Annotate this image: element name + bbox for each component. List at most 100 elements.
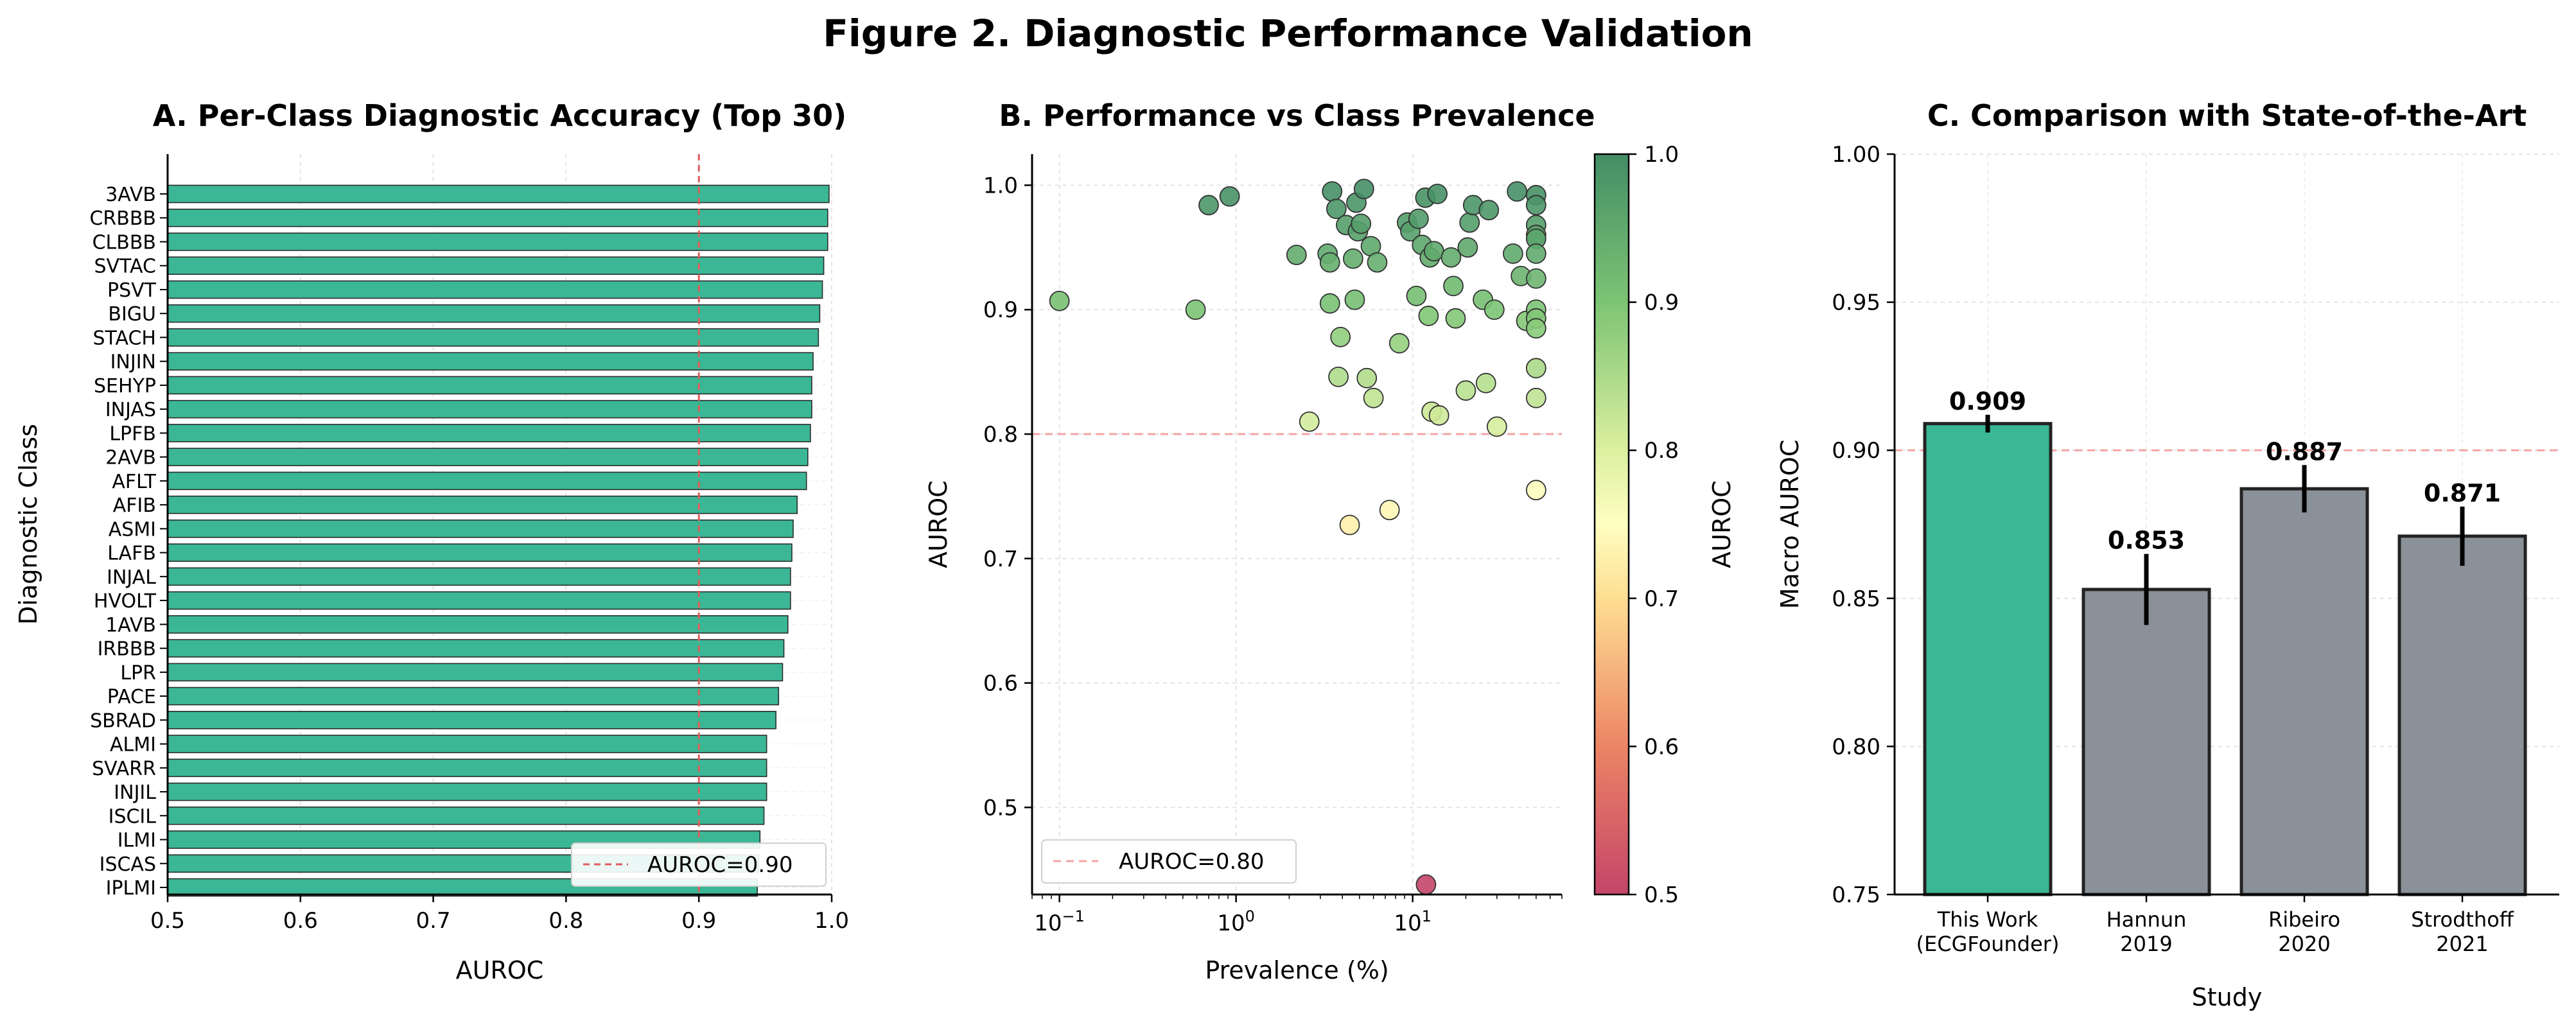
figure-title: Figure 2. Diagnostic Performance Validat… bbox=[823, 12, 1753, 55]
panel-b-point bbox=[1525, 243, 1546, 264]
panel-b-xtick-label: 101 bbox=[1394, 907, 1432, 936]
panel-a-category-label: BIGU bbox=[108, 303, 156, 326]
panel-a-category-label: SBRAD bbox=[90, 710, 156, 732]
panel-b-point bbox=[1319, 293, 1340, 314]
panel-b-legend-label: AUROC=0.80 bbox=[1119, 849, 1264, 875]
panel-b-ytick-label: 0.8 bbox=[983, 422, 1018, 448]
panel-b-point bbox=[1356, 367, 1378, 388]
panel-b-point bbox=[1299, 411, 1320, 432]
panel-b-point bbox=[1198, 195, 1219, 216]
panel-b-ytick-label: 0.5 bbox=[983, 795, 1018, 821]
panel-a-category-label: LAFB bbox=[107, 543, 156, 565]
panel-a-category-label: IPLMI bbox=[106, 877, 156, 900]
panel-a-bar bbox=[167, 663, 784, 682]
panel-a-category-label: IRBBB bbox=[98, 638, 156, 661]
panel-b-point bbox=[1389, 333, 1410, 354]
panel-b-ytick-label: 0.7 bbox=[983, 546, 1018, 572]
panel-c-category-label: (ECGFounder) bbox=[1916, 932, 2060, 956]
panel-c-value-label: 0.909 bbox=[1949, 387, 2026, 415]
panel-c-ytick-label: 0.80 bbox=[1832, 734, 1880, 760]
panel-a-xtick-label: 0.7 bbox=[416, 908, 451, 934]
panel-b-point bbox=[1185, 299, 1206, 320]
panel-b-point bbox=[1353, 179, 1374, 200]
panel-a-category-label: SVTAC bbox=[94, 256, 156, 278]
panel-c-bar bbox=[2081, 588, 2211, 896]
panel-c-bar bbox=[2397, 534, 2527, 896]
panel-b-point bbox=[1330, 326, 1351, 347]
panel-b-point bbox=[1484, 299, 1505, 320]
panel-b-point bbox=[1219, 186, 1240, 207]
panel-a-bar bbox=[167, 471, 807, 491]
panel-b-point bbox=[1326, 198, 1347, 220]
panel-a-category-label: ILMI bbox=[118, 830, 156, 852]
panel-b-title: B. Performance vs Class Prevalence bbox=[999, 98, 1595, 133]
panel-b-point bbox=[1319, 252, 1340, 273]
panel-a-ylabel: Diagnostic Class bbox=[14, 424, 42, 625]
panel-b-colorbar-tick-label: 0.5 bbox=[1644, 882, 1679, 908]
panel-a-bar bbox=[167, 424, 811, 442]
panel-b-colorbar-tick-label: 0.6 bbox=[1644, 734, 1679, 760]
panel-b-ytick-label: 0.9 bbox=[983, 297, 1018, 323]
panel-a-category-label: 1AVB bbox=[105, 614, 156, 636]
panel-b-point bbox=[1286, 245, 1307, 265]
panel-b-legend: AUROC=0.80 bbox=[1041, 839, 1297, 884]
panel-c-ytick-label: 1.00 bbox=[1832, 142, 1880, 168]
panel-b-colorbar-label: AUROC bbox=[1708, 480, 1736, 568]
panel-a-bar bbox=[167, 448, 809, 466]
panel-b-point bbox=[1525, 318, 1546, 339]
panel-b-point bbox=[1049, 290, 1070, 311]
panel-a-bar bbox=[167, 399, 812, 419]
panel-b-point bbox=[1459, 212, 1480, 233]
panel-b-ytick-label: 1.0 bbox=[983, 173, 1018, 198]
panel-a-bar bbox=[167, 328, 819, 347]
panel-b-point bbox=[1428, 405, 1450, 426]
panel-b-point bbox=[1367, 252, 1388, 273]
panel-a-category-label: CRBBB bbox=[89, 207, 156, 230]
panel-c-value-label: 0.871 bbox=[2424, 479, 2501, 507]
panel-b-point bbox=[1441, 247, 1462, 268]
panel-a-category-label: INJAL bbox=[107, 566, 156, 589]
panel-b-point bbox=[1525, 387, 1546, 408]
panel-c-category-label: 2020 bbox=[2278, 932, 2330, 956]
panel-a-category-label: SEHYP bbox=[94, 375, 156, 397]
panel-a-xtick-label: 0.6 bbox=[283, 908, 318, 934]
panel-c-value-label: 0.853 bbox=[2108, 527, 2185, 555]
panel-c-category-label: Ribeiro bbox=[2268, 907, 2340, 932]
panel-c-category-label: Hannun bbox=[2107, 907, 2187, 932]
panel-a-legend-box bbox=[571, 842, 827, 887]
panel-a-category-label: 2AVB bbox=[105, 447, 156, 469]
panel-a-category-label: PACE bbox=[107, 686, 156, 708]
panel-b-point bbox=[1445, 308, 1466, 329]
panel-b-point bbox=[1408, 208, 1429, 229]
panel-a-category-label: AFLT bbox=[112, 471, 156, 493]
panel-b-colorbar-tick-label: 0.9 bbox=[1644, 290, 1679, 316]
panel-c-ytick-label: 0.75 bbox=[1832, 882, 1880, 908]
panel-b-point bbox=[1339, 514, 1360, 536]
panel-c-ytick-label: 0.95 bbox=[1832, 290, 1880, 316]
panel-c-xlabel: Study bbox=[2192, 983, 2263, 1011]
panel-c-bar bbox=[2239, 487, 2369, 896]
panel-a-bar bbox=[167, 495, 798, 514]
panel-a-category-label: 3AVB bbox=[105, 184, 156, 206]
panel-a-category-label: ISCAS bbox=[100, 853, 156, 876]
panel-a-category-label: AFIB bbox=[113, 494, 156, 517]
panel-b-point bbox=[1328, 366, 1349, 387]
panel-b-point bbox=[1418, 306, 1439, 326]
panel-a-xtick-label: 1.0 bbox=[814, 908, 849, 934]
panel-b-xtick-label: 10−1 bbox=[1034, 907, 1085, 936]
panel-a-bar bbox=[167, 352, 814, 371]
panel-a-bar bbox=[167, 232, 828, 251]
panel-b-point bbox=[1507, 181, 1528, 202]
panel-b-point bbox=[1344, 289, 1365, 310]
panel-a-bar bbox=[167, 758, 767, 778]
panel-a-category-label: LPR bbox=[120, 662, 156, 685]
panel-b-point bbox=[1342, 248, 1363, 269]
panel-b-point bbox=[1351, 213, 1372, 234]
panel-c-category-label: 2019 bbox=[2120, 932, 2172, 956]
panel-a-category-label: ALMI bbox=[110, 734, 156, 756]
panel-b-point bbox=[1502, 243, 1523, 264]
panel-b-point bbox=[1322, 181, 1343, 202]
panel-a-xtick-label: 0.9 bbox=[681, 908, 716, 934]
panel-a-bar bbox=[167, 256, 825, 275]
